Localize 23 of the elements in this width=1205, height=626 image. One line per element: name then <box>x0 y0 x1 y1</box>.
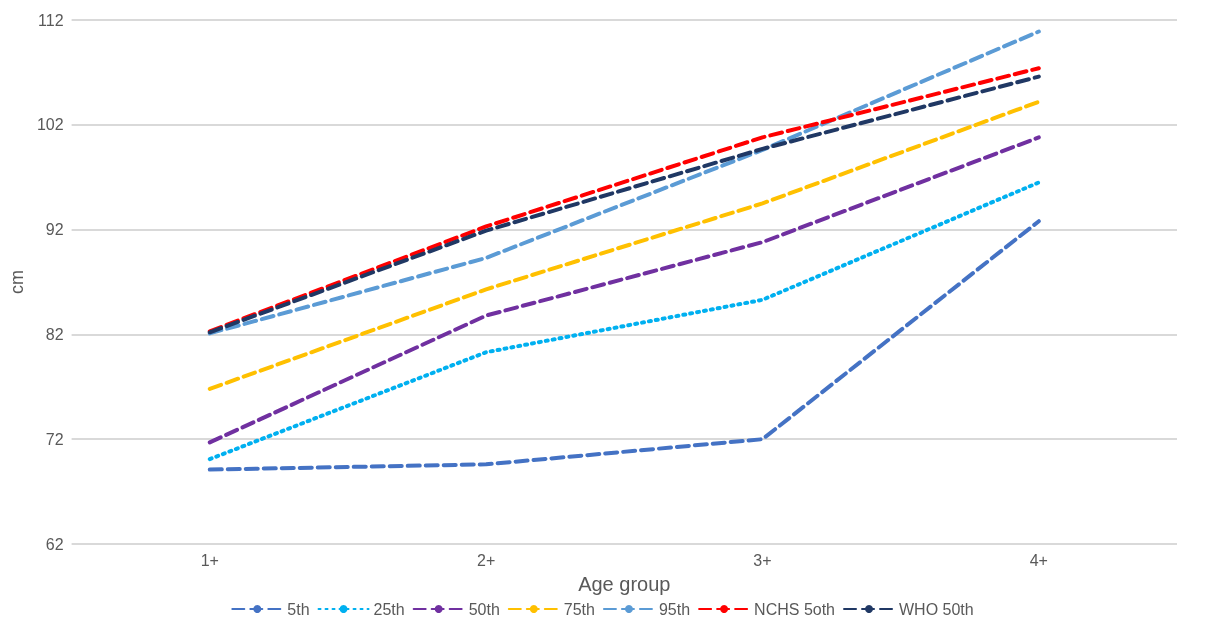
line-series <box>207 180 1041 462</box>
legend-label: 25th <box>373 600 405 618</box>
y-axis-title: cm <box>7 270 27 294</box>
x-tick-label: 1+ <box>200 551 219 569</box>
legend-label: 5th <box>287 600 310 618</box>
y-tick-label: 82 <box>45 325 64 343</box>
legend-label: 50th <box>468 600 500 618</box>
y-tick-label: 112 <box>38 11 64 29</box>
x-tick-label: 2+ <box>477 551 496 569</box>
y-tick-label: 102 <box>36 116 64 134</box>
legend-label: 75th <box>563 600 595 618</box>
y-tick-label: 72 <box>45 430 64 448</box>
y-tick-label: 62 <box>45 535 64 553</box>
x-axis-title: Age group <box>578 573 671 595</box>
x-tick-label: 3+ <box>753 551 772 569</box>
line-series <box>207 219 1041 472</box>
y-tick-label: 92 <box>45 221 64 239</box>
line-series <box>207 99 1041 391</box>
legend-label: 95th <box>658 600 691 618</box>
line-series <box>207 135 1041 445</box>
legend-label: WHO 50th <box>899 600 974 618</box>
x-tick-label: 4+ <box>1029 551 1048 569</box>
legend-label: NCHS 5oth <box>754 600 836 618</box>
